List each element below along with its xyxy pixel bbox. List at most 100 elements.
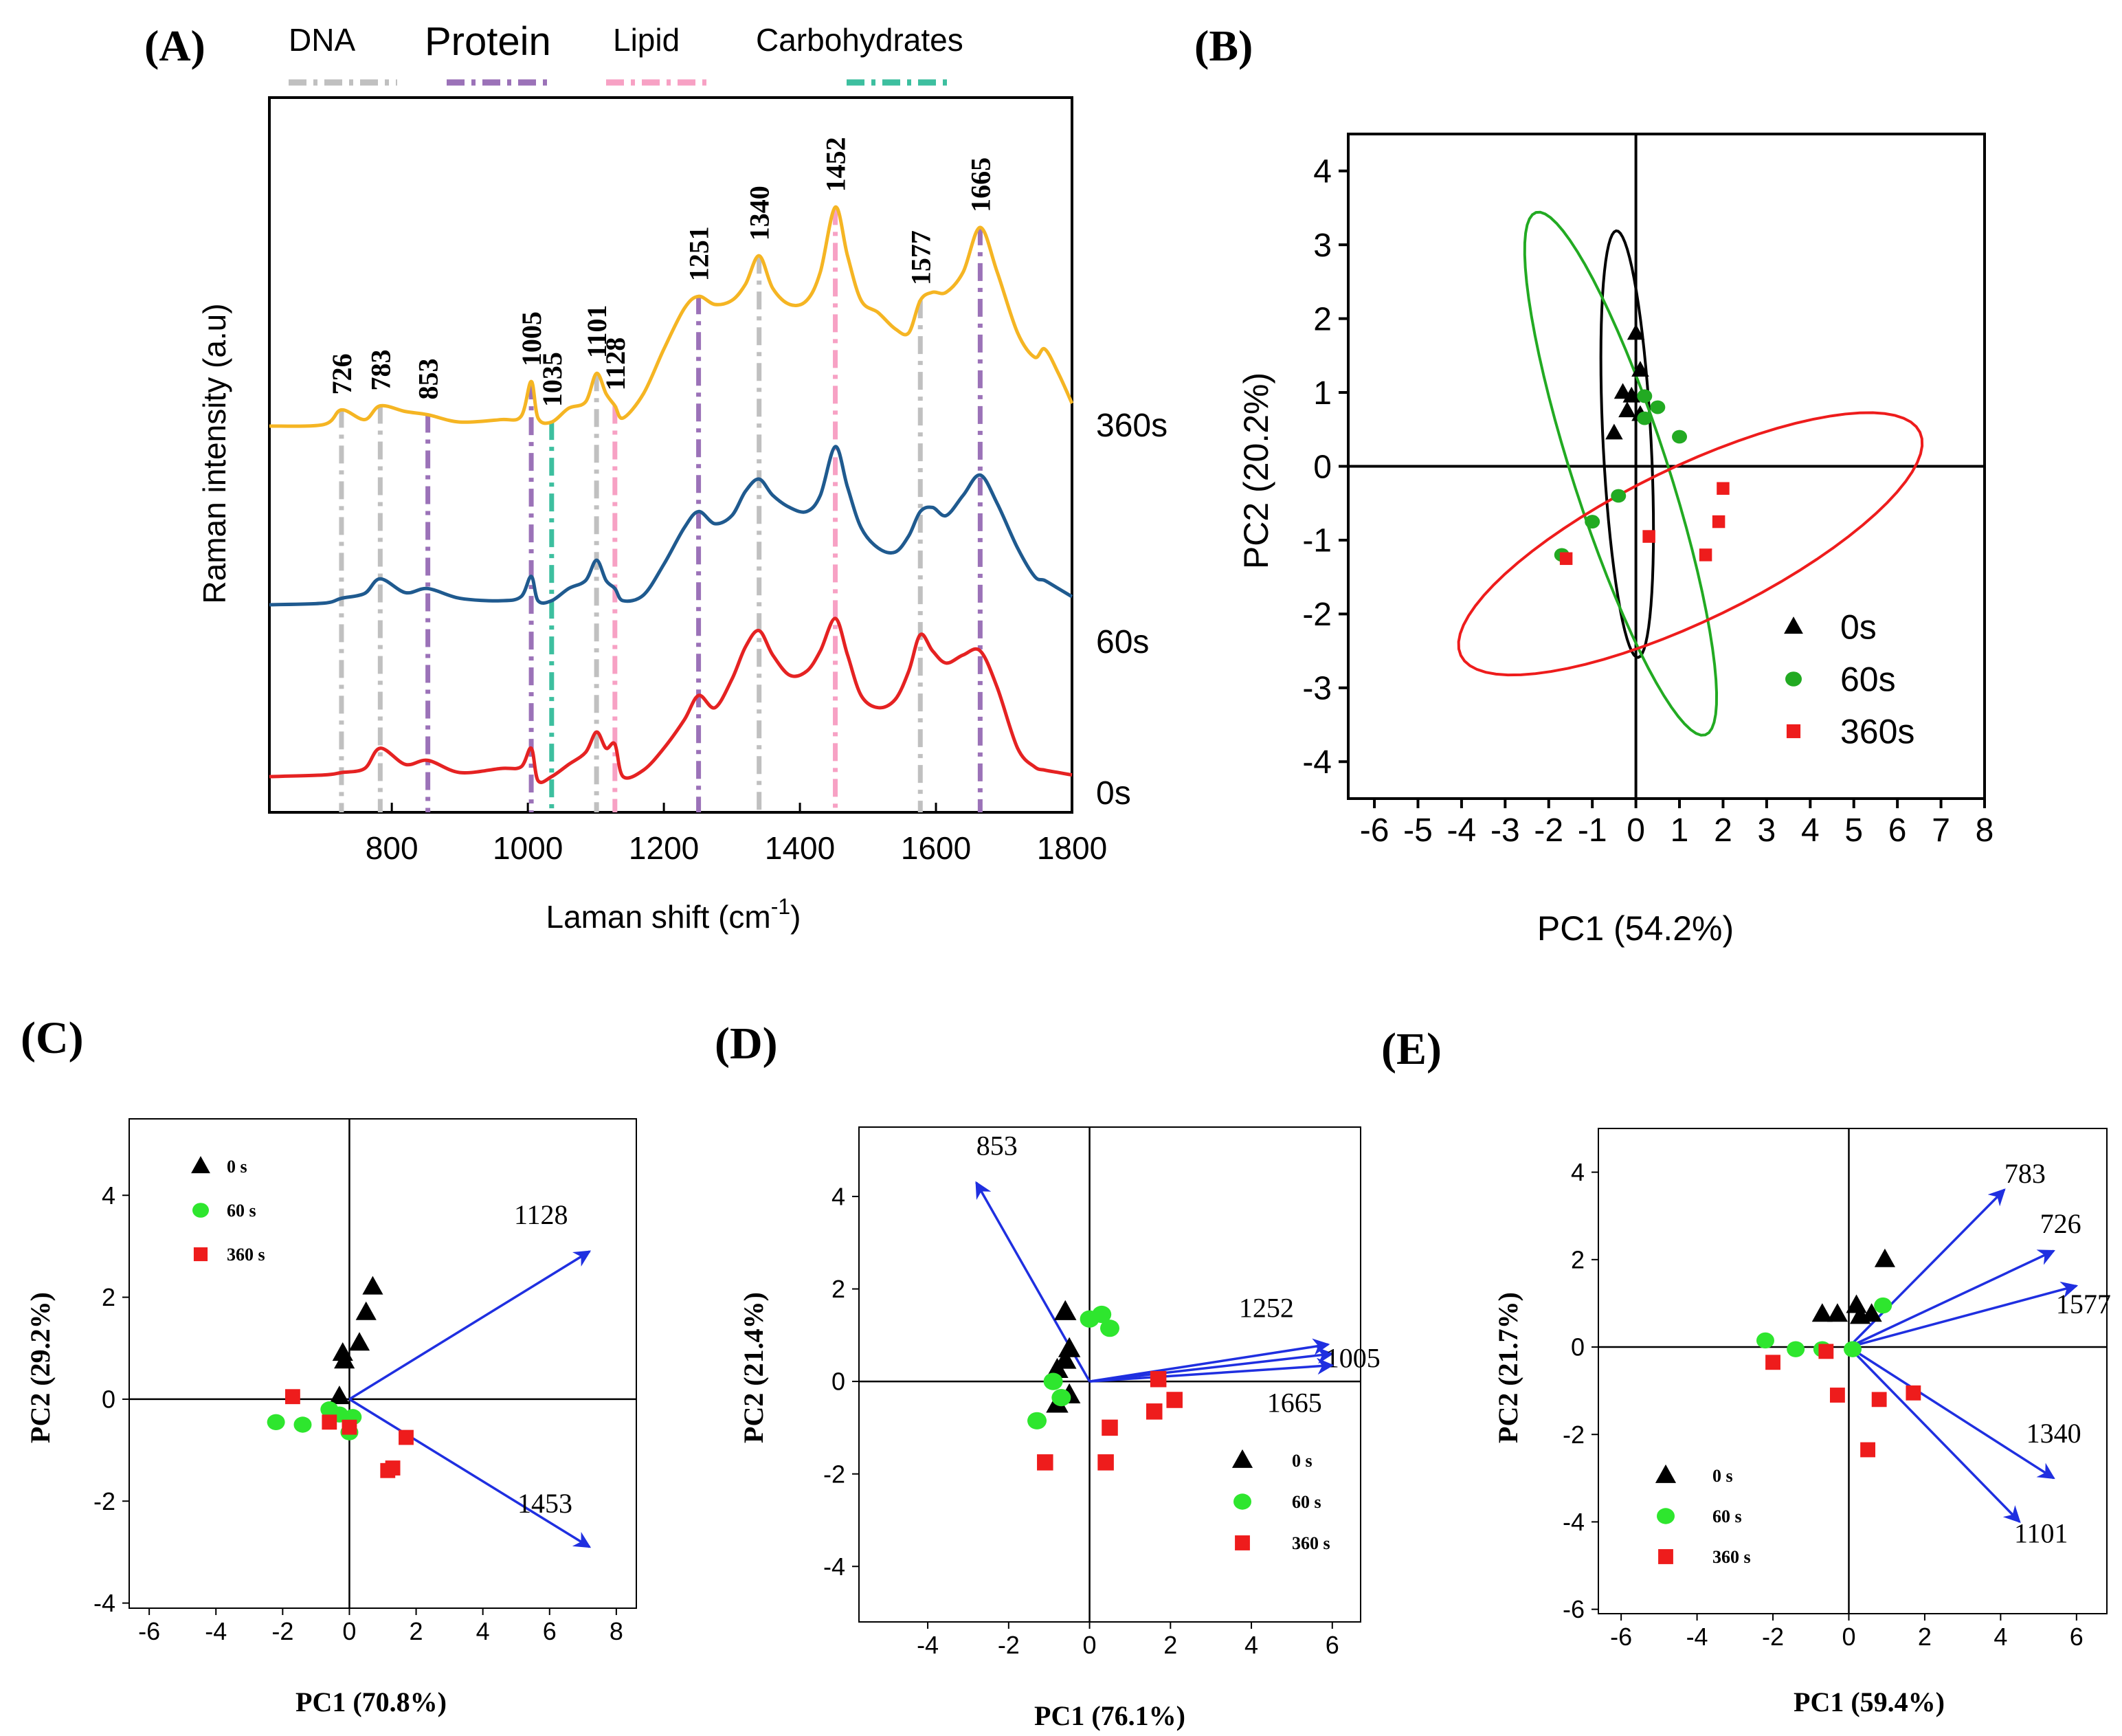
peak-label-1452: 1452 (820, 137, 851, 192)
x-tick-label: 3 (1758, 812, 1776, 849)
y-tick-label: -3 (1302, 671, 1332, 707)
loading-label-1577: 1577 (2056, 1289, 2111, 1320)
scores-d (1027, 1300, 1183, 1471)
score-point-360s (1906, 1385, 1921, 1401)
peak-label-1340: 1340 (744, 186, 775, 241)
x-tick-label: 6 (543, 1617, 557, 1645)
x-tick-label: 4 (1993, 1623, 2007, 1651)
score-point-0s (1861, 1303, 1882, 1322)
y-tick-label: 1 (1313, 375, 1332, 412)
loading-arrow-1453 (348, 1398, 592, 1548)
y-tick-label: 0 (831, 1368, 845, 1396)
x-axis-label-a: Laman shift (cm-1) (546, 894, 801, 935)
legend-marker-60s (192, 1203, 209, 1218)
legend-c: 0 s 60 s 360 s (191, 1156, 265, 1265)
spectrum-60s (269, 445, 1073, 607)
legend-e: 0 s 60 s 360 s (1655, 1464, 1751, 1567)
loading-arrow-1252 (1089, 1338, 1330, 1383)
legend-label-carbohydrates: Carbohydrates (756, 22, 963, 58)
score-point-60s (1787, 1341, 1805, 1357)
score-point-0s (1605, 423, 1623, 440)
score-point-360s (1166, 1392, 1183, 1408)
y-tick-label: 2 (1571, 1245, 1585, 1273)
x-tick-label: -2 (271, 1617, 293, 1645)
loading-label-1665: 1665 (1267, 1388, 1322, 1418)
x-tick-label: 0 (1842, 1623, 1855, 1651)
y-tick-label: 0 (1571, 1333, 1585, 1361)
legend-label-60s: 60 s (1292, 1492, 1321, 1512)
x-tick-label-a: 1400 (765, 830, 835, 866)
score-point-0s (1874, 1248, 1896, 1267)
legend-a: DNA Protein Lipid Carbohydrates (289, 19, 963, 86)
x-tick-label-a: 1000 (493, 830, 563, 866)
x-tick-label: 2 (410, 1617, 423, 1645)
y-tick-label: 4 (1313, 154, 1332, 190)
ellipse-360s (1457, 411, 1924, 677)
score-point-360s (1699, 548, 1712, 561)
ellipse-60s (1523, 210, 1719, 737)
panel-c: (C) -6 -4 -2 0 2 4 6 8 4 2 0 -2 -4 1128 1453 0 s 60 s 3… (21, 1013, 637, 1717)
score-point-360s (1717, 482, 1730, 495)
panel-e: (E) -6 -4 -2 0 2 4 6 4 2 0 -2 -4 -6 783 726 1577 1340 11… (1381, 1024, 2111, 1717)
loading-arrow-1665 (1089, 1357, 1334, 1383)
y-tick-label: -2 (823, 1460, 845, 1488)
y-tick-label: -4 (823, 1553, 845, 1581)
x-tick-label-a: 1200 (629, 830, 699, 866)
legend-marker-360s (193, 1247, 208, 1262)
score-point-0s (328, 1386, 350, 1405)
y-tick-label: 0 (1313, 449, 1332, 485)
loading-arrow-1005 (1089, 1347, 1334, 1383)
x-tick-label: 8 (610, 1617, 623, 1645)
x-tick-label: 4 (1801, 812, 1820, 849)
loading-label-1128: 1128 (514, 1199, 568, 1230)
score-point-360s (1150, 1370, 1167, 1388)
score-point-60s (1051, 1389, 1071, 1407)
plot-frame-d (858, 1126, 1361, 1623)
score-point-0s (332, 1342, 353, 1361)
score-point-0s (1631, 361, 1649, 377)
spectrum-0s (269, 616, 1073, 784)
y-tick-label: -4 (1302, 744, 1332, 781)
score-point-360s (322, 1414, 337, 1430)
peak-markers (339, 207, 983, 812)
legend-marker-60s (1785, 671, 1802, 687)
score-point-360s (1765, 1355, 1780, 1370)
legend-marker-0s (1231, 1449, 1253, 1468)
legend-label-360s: 360 s (1292, 1533, 1330, 1553)
loading-arrow-726 (1848, 1249, 2055, 1348)
peak-label-1577: 1577 (905, 230, 936, 285)
x-tick-label: 2 (1714, 812, 1732, 849)
axes-d: -4 -2 0 2 4 6 4 2 0 -2 -4 (823, 1127, 1361, 1659)
x-tick-label: -6 (138, 1617, 160, 1645)
y-axis-label-a: Raman intensity (a.u) (197, 303, 232, 603)
x-tick-label: -4 (1686, 1623, 1708, 1651)
score-point-0s (1058, 1337, 1081, 1357)
legend-label-protein: Protein (425, 19, 551, 64)
legend-label-60s: 60 s (1712, 1506, 1742, 1526)
score-point-360s (1712, 515, 1725, 528)
score-point-60s (1080, 1310, 1099, 1328)
y-tick-label: -4 (1563, 1508, 1585, 1536)
legend-label-360s: 360 s (227, 1245, 265, 1265)
score-point-360s (1642, 530, 1655, 543)
loading-label-1101: 1101 (2014, 1517, 2068, 1548)
x-tick-label: -2 (1534, 812, 1563, 849)
plot-frame-e (1598, 1128, 2108, 1614)
score-point-360s (1559, 552, 1573, 566)
x-tick-label: 2 (1918, 1623, 1932, 1651)
legend-label-lipid: Lipid (613, 22, 680, 58)
plot-frame-c (129, 1118, 637, 1609)
x-ticks-a: 800 1000 1200 1400 1600 1800 (366, 803, 1107, 866)
peak-label-853: 853 (413, 358, 444, 399)
legend-label-0s: 0 s (227, 1157, 247, 1177)
score-point-0s (1054, 1300, 1077, 1320)
legend-marker-60s (1657, 1508, 1675, 1524)
x-tick-label-a: 1600 (901, 830, 971, 866)
score-point-0s (355, 1301, 377, 1320)
legend-label-60s: 60 s (227, 1201, 256, 1221)
loading-arrow-1340 (1848, 1346, 2055, 1480)
legend-marker-0s (191, 1156, 210, 1174)
loading-label-726: 726 (2040, 1208, 2081, 1239)
